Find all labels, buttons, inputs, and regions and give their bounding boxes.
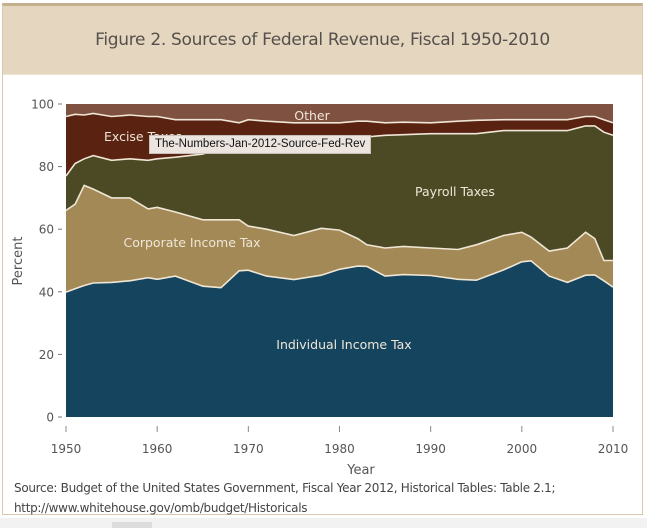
label-other: Other [294, 108, 330, 123]
source-url[interactable]: http://www.whitehouse.gov/omb/budget/His… [14, 501, 308, 515]
y-axis: 0 20 40 60 80 100 [31, 98, 62, 425]
label-individual-income-tax: Individual Income Tax [276, 337, 411, 352]
x-tick-label: 1950 [51, 442, 82, 456]
boundary-line-individual-income-tax [65, 259, 614, 293]
x-tick-label: 1970 [233, 442, 264, 456]
x-tick-label: 2010 [598, 442, 629, 456]
y-tick-label: 40 [39, 285, 54, 299]
x-tick-label: 1980 [324, 442, 355, 456]
bottom-strip [0, 518, 647, 528]
x-axis-label: Year [346, 463, 375, 478]
area-individual-income-tax [66, 260, 613, 417]
title-band: Figure 2. Sources of Federal Revenue, Fi… [3, 6, 642, 75]
figure-title: Figure 2. Sources of Federal Revenue, Fi… [95, 30, 550, 50]
boundary-line-excise-taxes [65, 112, 614, 124]
y-tick-label: 20 [39, 348, 54, 362]
source-note: Source: Budget of the United States Gove… [14, 478, 556, 518]
y-tick-label: 100 [31, 98, 54, 112]
source-citation: Source: Budget of the United States Gove… [14, 481, 556, 495]
area-corporate-income-tax [66, 185, 613, 293]
y-axis-label: Percent [11, 237, 26, 286]
boundary-line-corporate-income-tax [65, 184, 613, 262]
x-tick-label: 1960 [142, 442, 173, 456]
label-corporate-income-tax: Corporate Income Tax [123, 235, 260, 250]
area-other [66, 104, 613, 123]
y-tick-label: 0 [46, 411, 54, 425]
x-tick-label: 1990 [415, 442, 446, 456]
x-tick-label: 2000 [507, 442, 538, 456]
image-title-tooltip: The-Numbers-Jan-2012-Source-Fed-Rev [149, 135, 372, 154]
area-layer [65, 104, 614, 417]
x-axis: 1950 1960 1970 1980 1990 2000 2010 [51, 426, 629, 456]
label-payroll-taxes: Payroll Taxes [415, 184, 495, 199]
bottom-chip [112, 522, 152, 528]
y-tick-label: 60 [39, 223, 54, 237]
y-tick-label: 80 [39, 160, 54, 174]
area-payroll-taxes [66, 125, 613, 261]
area-excise-taxes [66, 113, 613, 176]
